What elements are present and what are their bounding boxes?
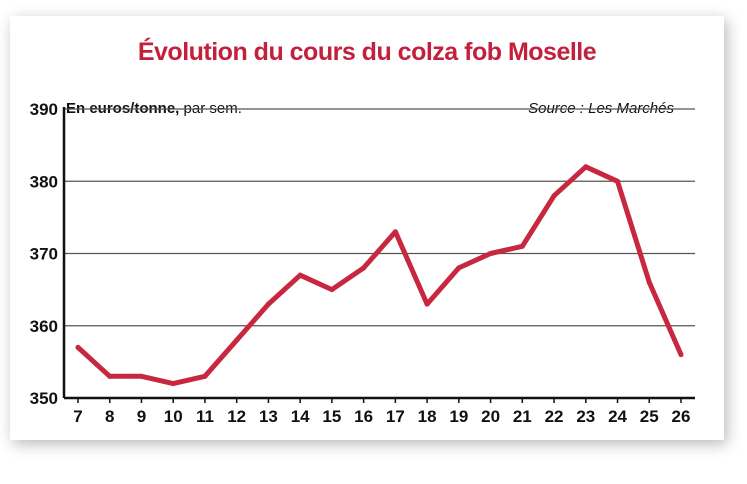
x-tick-label: 23 [576,407,595,426]
x-tick-label: 15 [322,407,341,426]
y-tick-label: 380 [30,172,58,191]
data-point [75,344,81,350]
data-point [138,373,144,379]
y-tick-label: 390 [30,100,58,119]
x-tick-label: 24 [608,407,627,426]
chart-title: Évolution du cours du colza fob Moselle [137,38,597,66]
data-point [678,352,684,358]
x-tick-label: 11 [196,407,214,426]
data-point [583,164,589,170]
x-tick-label: 20 [481,407,500,426]
data-point [234,337,240,343]
data-point [519,243,525,249]
x-tick-label: 16 [354,407,373,426]
x-tick-label: 10 [164,407,183,426]
data-point [646,279,652,285]
x-tick-label: 14 [291,407,310,426]
x-tick-label: 22 [545,407,564,426]
x-tick-label: 18 [418,407,437,426]
x-tick-label: 17 [386,407,405,426]
x-tick-label: 21 [513,407,532,426]
data-point [551,193,557,199]
chart-card: Évolution du cours du colza fob Moselle … [10,16,724,440]
y-tick-label: 350 [30,389,58,408]
cropped-caption-text [22,452,742,484]
x-tick-label: 7 [73,407,82,426]
x-tick-label: 25 [640,407,659,426]
x-tick-label: 9 [137,407,146,426]
x-tick-label: 26 [672,407,691,426]
x-tick-label: 8 [105,407,114,426]
data-point [361,265,367,271]
series-line [75,164,684,387]
data-point [424,301,430,307]
data-point [615,178,621,184]
y-tick-label: 360 [30,317,58,336]
data-point [392,229,398,235]
line-chart: 350 360 370 380 390 7 8 9 10 11 12 13 14 15 16 17 18 19 20… [30,100,695,426]
data-point [297,272,303,278]
data-point [329,287,335,293]
cropped-caption-line [22,460,742,484]
data-point [170,381,176,387]
data-point [488,251,494,256]
data-point [265,301,271,307]
data-point [107,373,113,379]
x-tick-label: 12 [227,407,246,426]
x-tick-label: 13 [259,407,278,426]
x-tick-label: 19 [449,407,468,426]
data-point [202,373,208,379]
y-tick-label: 370 [30,245,58,264]
data-point [456,265,462,271]
